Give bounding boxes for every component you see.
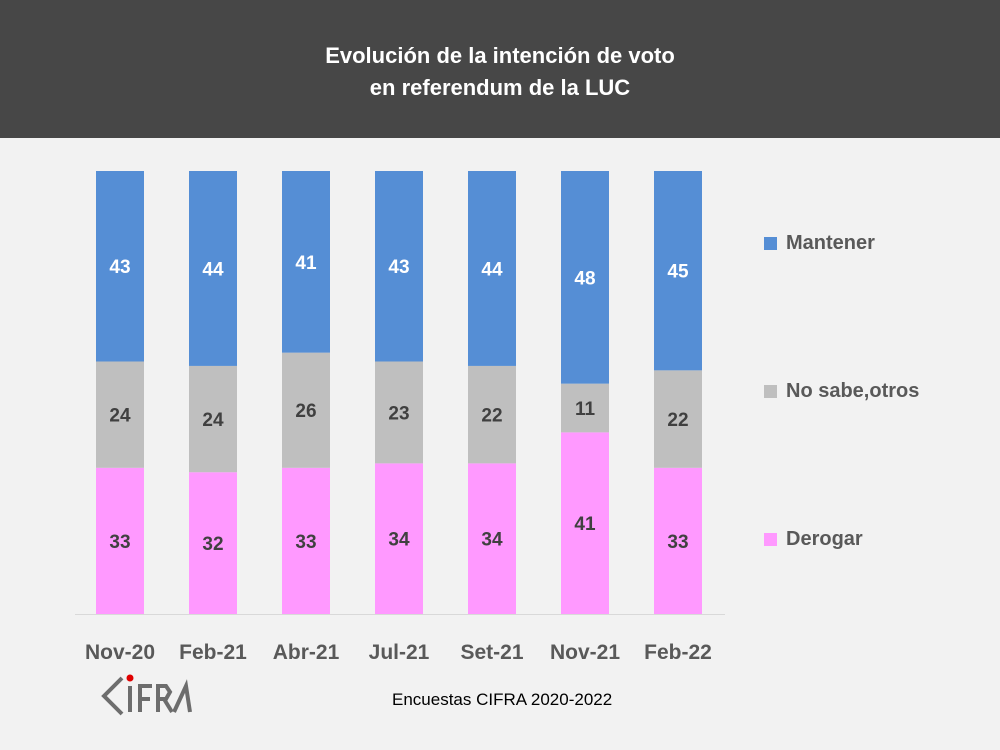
bar-segment bbox=[561, 432, 609, 614]
bar-segment bbox=[468, 463, 516, 614]
data-label: 34 bbox=[481, 530, 503, 551]
bar-segment bbox=[96, 171, 144, 362]
data-label: 33 bbox=[295, 532, 316, 553]
data-label: 23 bbox=[388, 403, 409, 424]
cifra-logo bbox=[101, 674, 192, 716]
bar-segment bbox=[468, 171, 516, 366]
legend-swatch bbox=[764, 237, 777, 250]
x-tick-label: Set-21 bbox=[460, 641, 523, 664]
legend-label: Derogar bbox=[786, 528, 863, 550]
data-label: 24 bbox=[109, 406, 131, 427]
data-label: 48 bbox=[574, 268, 595, 289]
data-label: 44 bbox=[481, 259, 503, 280]
bar-segment bbox=[282, 467, 330, 614]
bar-segment bbox=[468, 365, 516, 464]
data-label: 43 bbox=[109, 257, 130, 278]
bar-segment bbox=[189, 171, 237, 366]
data-label: 45 bbox=[667, 262, 689, 283]
bar-segment bbox=[96, 361, 144, 468]
legend-label: Mantener bbox=[786, 232, 875, 254]
bar-segment bbox=[189, 365, 237, 473]
source-note: Encuestas CIFRA 2020-2022 bbox=[392, 690, 613, 709]
legend-item-no-sabe: No sabe,otros bbox=[764, 380, 919, 403]
bar-segment bbox=[654, 171, 702, 371]
data-label: 26 bbox=[295, 401, 316, 422]
bar-segment bbox=[654, 370, 702, 468]
legend-swatch bbox=[764, 385, 777, 398]
bar-segment bbox=[561, 171, 609, 384]
data-label: 41 bbox=[574, 514, 596, 535]
data-label: 24 bbox=[202, 410, 224, 431]
x-tick-label: Nov-20 bbox=[85, 641, 155, 664]
data-label: 11 bbox=[575, 399, 596, 420]
data-label: 32 bbox=[202, 534, 223, 555]
bar-segment bbox=[375, 463, 423, 614]
data-label: 41 bbox=[295, 253, 317, 274]
title-line-2: en referendum de la LUC bbox=[369, 75, 631, 100]
chart-title: Evolución de la intención de voto en ref… bbox=[0, 0, 1000, 138]
data-label: 22 bbox=[667, 410, 688, 431]
bar-segment bbox=[561, 383, 609, 433]
bar-segment bbox=[282, 171, 330, 353]
data-label: 43 bbox=[388, 257, 409, 278]
data-label: 33 bbox=[667, 532, 688, 553]
legend-label: No sabe,otros bbox=[786, 380, 920, 402]
data-label: 33 bbox=[109, 532, 130, 553]
bar-segment bbox=[189, 472, 237, 614]
bar-segment bbox=[282, 352, 330, 468]
legend-item-derogar: Derogar bbox=[764, 528, 863, 551]
x-tick-label: Abr-21 bbox=[273, 641, 340, 664]
x-tick-label: Jul-21 bbox=[369, 641, 430, 664]
legend-item-mantener: Mantener bbox=[764, 232, 875, 255]
x-tick-label: Nov-21 bbox=[550, 641, 620, 664]
bar-segment bbox=[375, 361, 423, 464]
data-label: 22 bbox=[481, 406, 502, 427]
bar-segment bbox=[375, 171, 423, 362]
legend-swatch bbox=[764, 533, 777, 546]
x-tick-label: Feb-21 bbox=[179, 641, 247, 664]
data-label: 34 bbox=[388, 530, 410, 551]
data-label: 44 bbox=[202, 259, 224, 280]
x-tick-label: Feb-22 bbox=[644, 641, 712, 664]
title-line-1: Evolución de la intención de voto bbox=[325, 43, 675, 68]
bar-segment bbox=[96, 467, 144, 614]
bar-segment bbox=[654, 467, 702, 614]
